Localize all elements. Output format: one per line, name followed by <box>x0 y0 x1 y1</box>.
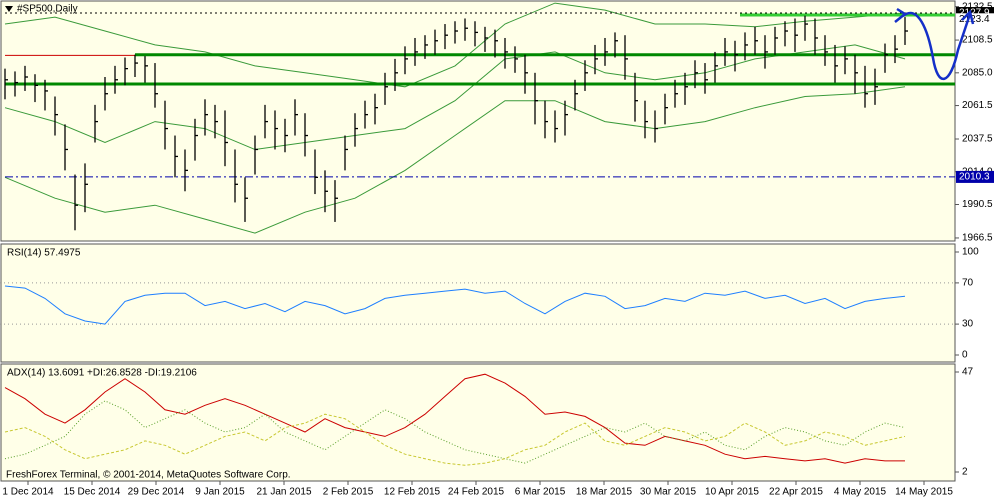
x-tick-label: 10 Apr 2015 <box>705 487 759 498</box>
indicator-line <box>4 400 906 464</box>
y-tick-label: 70 <box>962 278 974 289</box>
y-tick-label: 2037.5 <box>962 134 993 145</box>
x-tick-label: 2 Feb 2015 <box>323 487 374 498</box>
arrow-head <box>894 7 908 23</box>
x-tick-label: 1 Dec 2014 <box>2 487 54 498</box>
x-tick-label: 18 Mar 2015 <box>576 487 633 498</box>
y-tick-label: 47 <box>962 367 974 378</box>
band-line <box>4 86 906 234</box>
band-line <box>4 44 906 151</box>
y-tick-label: 1966.5 <box>962 233 993 244</box>
adx-title: ADX(14) 13.6091 +DI:26.8528 -DI:19.2106 <box>7 368 197 379</box>
y-tick-label: 2108.5 <box>962 35 993 46</box>
indicator-line <box>4 373 905 464</box>
y-tick-label: 2085.0 <box>962 67 993 78</box>
price-panel <box>0 0 956 242</box>
rsi-panel <box>0 243 956 363</box>
copyright: FreshForex Terminal, © 2001-2014, MetaQu… <box>6 470 291 481</box>
drawn-arrow <box>894 7 975 81</box>
arrow-curve <box>902 11 972 81</box>
indicator-line <box>4 413 906 466</box>
y-tick-label: 2061.5 <box>962 100 993 111</box>
y-tick-label: 1990.5 <box>962 199 993 210</box>
x-tick-label: 22 Apr 2015 <box>769 487 823 498</box>
y-tick-label: 2132.5 <box>962 1 993 12</box>
price-label: 2010.3 <box>959 172 990 183</box>
price-label: 2127.9 <box>959 8 990 19</box>
adx-panel <box>0 363 956 482</box>
x-tick-label: 21 Jan 2015 <box>256 487 311 498</box>
y-tick-label: 2 <box>962 467 968 478</box>
x-tick-label: 29 Dec 2014 <box>128 487 185 498</box>
x-tick-label: 6 Mar 2015 <box>515 487 566 498</box>
band-line <box>4 2 906 88</box>
x-tick-label: 14 May 2015 <box>895 487 953 498</box>
y-tick-label: 0 <box>962 350 968 361</box>
x-tick-label: 9 Jan 2015 <box>195 487 245 498</box>
rsi-title: RSI(14) 57.4975 <box>7 248 81 259</box>
indicator-line <box>4 285 906 325</box>
x-tick-label: 4 May 2015 <box>834 487 887 498</box>
price-label: 2123.4 <box>959 14 990 25</box>
collapse-icon[interactable] <box>5 6 13 12</box>
chart-title: #SP500,Daily <box>17 4 78 15</box>
x-tick-label: 12 Feb 2015 <box>384 487 441 498</box>
price-label-box <box>956 170 994 183</box>
x-tick-label: 30 Mar 2015 <box>640 487 697 498</box>
x-tick-label: 15 Dec 2014 <box>64 487 121 498</box>
y-tick-label: 100 <box>962 247 979 258</box>
x-tick-label: 24 Feb 2015 <box>448 487 505 498</box>
arrow-head <box>961 9 975 25</box>
y-tick-label: 30 <box>962 319 974 330</box>
